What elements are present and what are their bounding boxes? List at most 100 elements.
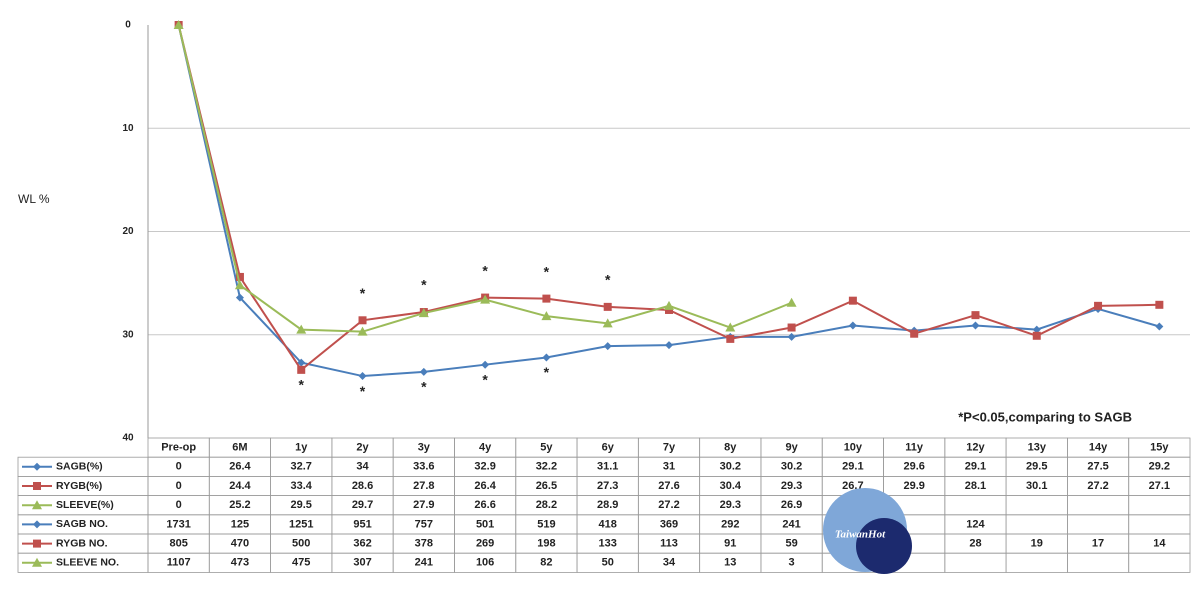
marker (725, 322, 736, 332)
table-value: 378 (415, 538, 433, 550)
table-value: 125 (231, 518, 249, 530)
marker (602, 318, 613, 328)
table-cell (944, 552, 1007, 573)
table-cell (1128, 495, 1191, 516)
x-tick-label: 1y (295, 442, 308, 454)
x-tick-label: Pre-op (161, 442, 196, 454)
table-value: 29.2 (1149, 461, 1170, 473)
table-cell (944, 495, 1007, 516)
marker (910, 329, 919, 338)
table-value: 33.4 (291, 480, 313, 492)
table-value: 113 (660, 538, 678, 550)
table-value: 31 (663, 461, 675, 473)
x-tick-label: 9y (785, 442, 798, 454)
x-tick-label: 12y (966, 442, 985, 454)
table-value: 59 (785, 538, 797, 550)
watermark: TaiwanHot (823, 488, 912, 574)
table-value: 82 (540, 557, 552, 569)
marker (1155, 322, 1164, 331)
marker (418, 308, 429, 318)
table-value: 1107 (167, 557, 191, 569)
table-value: 29.3 (781, 480, 802, 492)
table-value: 26.5 (536, 480, 557, 492)
marker (1094, 301, 1103, 310)
x-tick-label: 3y (418, 442, 431, 454)
significance-mark: * (421, 379, 427, 395)
table-value: 26.6 (474, 499, 495, 511)
table-value: 198 (537, 538, 555, 550)
table-cell (1067, 514, 1130, 535)
table-value: 470 (231, 538, 249, 550)
table-value: 14 (1153, 538, 1166, 550)
series-line (177, 24, 1160, 372)
significance-mark: * (605, 272, 611, 288)
legend-label: SAGB NO. (56, 518, 108, 530)
table-value: 307 (353, 557, 371, 569)
marker (419, 367, 428, 376)
table-cell (1067, 495, 1130, 516)
table-value: 32.9 (474, 461, 495, 473)
marker (971, 311, 980, 320)
significance-mark: * (544, 263, 550, 279)
table-value: 27.5 (1087, 461, 1108, 473)
series-line (177, 24, 1160, 378)
y-tick-label: 30 (122, 329, 134, 340)
x-tick-label: 13y (1028, 442, 1047, 454)
x-tick-label: 7y (663, 442, 676, 454)
marker (786, 297, 797, 307)
marker (358, 316, 367, 325)
marker (235, 272, 244, 281)
table-value: 29.5 (291, 499, 312, 511)
marker (542, 353, 551, 362)
table-cell (1005, 495, 1068, 516)
x-tick-label: 4y (479, 442, 492, 454)
significance-mark: * (544, 364, 550, 380)
table-cell (1005, 514, 1068, 535)
marker (480, 294, 491, 304)
marker (665, 305, 673, 314)
marker (541, 311, 552, 321)
legend-label: RYGB(%) (56, 480, 102, 492)
table-value: 362 (353, 538, 371, 550)
table-value: 26.9 (781, 499, 802, 511)
table-value: 28.1 (965, 480, 986, 492)
table-value: 33.6 (413, 461, 434, 473)
table-value: 757 (415, 518, 433, 530)
x-tick-label: 15y (1150, 442, 1169, 454)
x-tick-label: 11y (905, 442, 924, 454)
table-value: 34 (356, 461, 369, 473)
y-tick-label: 10 (122, 123, 134, 134)
table-value: 29.3 (720, 499, 741, 511)
marker (296, 324, 307, 334)
table-value: 1731 (166, 518, 190, 530)
marker (971, 321, 980, 330)
table-value: 241 (415, 557, 433, 569)
table-value: 28 (969, 538, 981, 550)
table-value: 0 (176, 461, 182, 473)
table-value: 473 (231, 557, 249, 569)
table-value: 0 (176, 499, 182, 511)
significance-mark: * (482, 262, 488, 278)
table-value: 951 (353, 518, 371, 530)
legend-label: SLEEVE NO. (56, 557, 119, 569)
x-tick-label: 8y (724, 442, 737, 454)
marker (603, 302, 612, 311)
table-value: 26.4 (229, 461, 251, 473)
marker (33, 482, 41, 490)
table-value: 27.6 (658, 480, 679, 492)
y-tick-label: 0 (125, 20, 131, 31)
table-value: 19 (1031, 538, 1043, 550)
table-value: 28.9 (597, 499, 618, 511)
table-value: 13 (724, 557, 736, 569)
table-value: 27.2 (1087, 480, 1108, 492)
marker (787, 332, 796, 341)
table-value: 133 (599, 538, 617, 550)
marker (297, 365, 306, 374)
marker (32, 557, 42, 567)
table-value: 50 (602, 557, 614, 569)
marker (33, 539, 41, 548)
legend-label: SAGB(%) (56, 461, 103, 473)
marker (234, 280, 245, 290)
marker (481, 360, 490, 369)
table-value: 27.3 (597, 480, 618, 492)
